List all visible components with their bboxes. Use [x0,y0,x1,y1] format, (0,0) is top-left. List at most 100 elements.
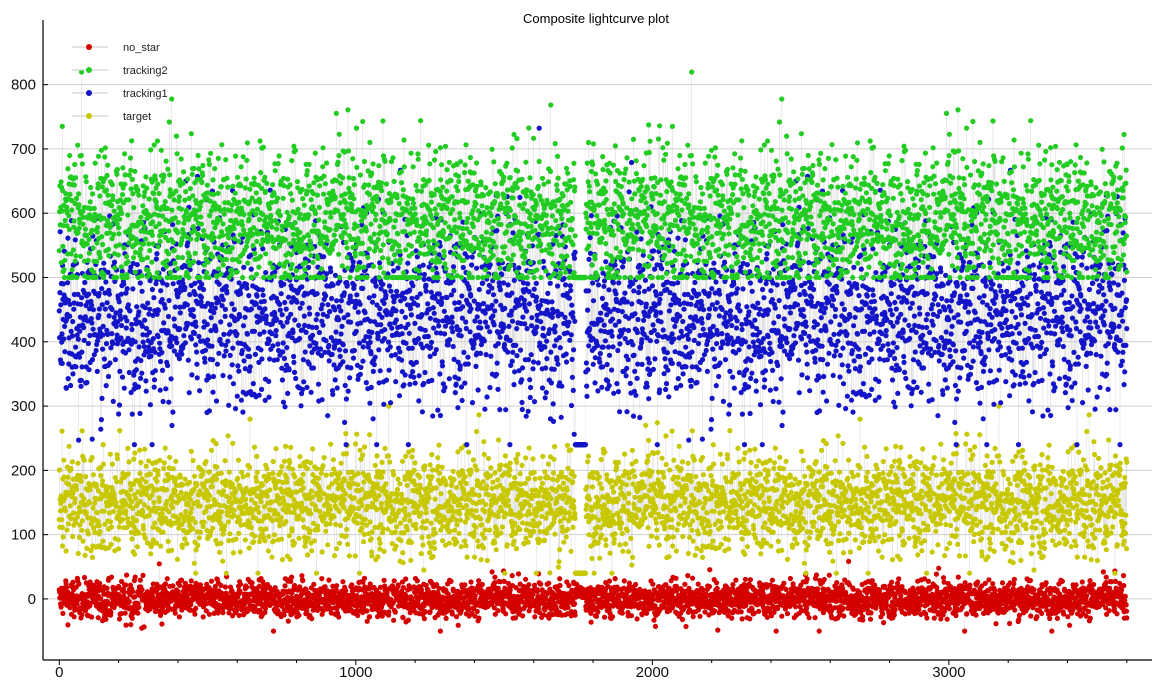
point-no_star [455,622,461,628]
point-no_star [218,582,224,589]
point-target [117,428,123,434]
point-target [456,530,462,536]
point-target [266,534,272,540]
point-target [422,463,428,469]
point-target [66,443,72,449]
point-target [278,536,285,542]
point-target [217,514,223,521]
point-no_star [104,585,110,592]
point-target [186,479,193,485]
point-target [402,505,408,511]
point-target [346,553,352,559]
point-target [140,509,146,515]
point-target [410,447,416,453]
point-target [252,533,258,539]
point-target [89,554,96,561]
point-no_star [257,608,263,614]
point-target [435,455,441,461]
point-no_star [443,615,449,622]
point-target [450,468,456,474]
point-target [355,482,361,488]
point-no_star [683,623,689,630]
point-target [447,528,453,535]
point-target [152,520,158,526]
point-no_star [896,576,902,582]
point-target [292,474,298,480]
point-target [396,507,402,513]
point-target [296,535,302,541]
point-target [94,510,100,516]
point-no_star [821,576,827,583]
point-target [155,472,161,478]
point-no_star [1118,587,1125,593]
point-no_star [462,582,468,588]
point-no_star [889,579,895,585]
point-no_star [964,611,970,617]
point-target [427,481,433,487]
point-target [89,454,95,461]
point-target [109,461,115,467]
point-target [100,538,106,544]
point-target [116,524,122,530]
point-target [100,461,107,467]
point-target [315,475,322,481]
point-target [73,486,80,492]
point-target [119,516,126,523]
point-target [413,521,419,527]
point-no_star [651,617,657,623]
point-target [108,519,114,525]
point-target [167,454,173,460]
point-target [342,477,348,483]
point-target [457,511,463,517]
point-target [431,539,437,546]
point-no_star [840,605,846,611]
point-no_star [103,605,109,612]
point-target [375,554,381,560]
point-no_star [850,586,856,592]
point-target [256,509,262,515]
point-no_star [212,583,218,590]
point-target [433,485,439,491]
point-no_star [453,614,460,620]
point-no_star [916,607,922,613]
point-no_star [60,610,66,617]
point-target [300,517,306,523]
point-no_star [773,628,779,634]
point-target [334,546,340,552]
point-target [64,527,70,533]
point-no_star [1085,608,1092,615]
point-target [464,554,470,560]
point-target [164,487,170,493]
point-no_star [619,610,625,616]
point-target [341,496,347,503]
point-target [60,534,66,540]
point-no_star [123,622,129,628]
point-target [354,520,360,526]
point-target [70,510,77,516]
point-no_star [111,604,117,611]
point-target [270,458,276,465]
point-target [75,460,81,466]
point-no_star [523,576,529,582]
point-no_star [219,590,225,596]
point-target [221,488,227,494]
point-no_star [140,572,146,579]
point-no_star [129,615,135,621]
point-no_star [1087,578,1093,584]
point-target [82,552,88,559]
point-target [463,480,469,487]
point-no_star [400,585,406,591]
point-target [225,519,231,525]
point-no_star [164,576,170,582]
point-target [454,522,460,528]
point-no_star [476,615,482,621]
point-no_star [507,587,513,593]
point-no_star [714,580,720,586]
point-target [62,508,69,514]
point-no_star [1073,582,1079,588]
point-no_star [816,628,822,634]
point-no_star [546,580,552,586]
point-target [219,509,225,515]
point-no_star [270,628,277,634]
point-target [278,469,284,475]
